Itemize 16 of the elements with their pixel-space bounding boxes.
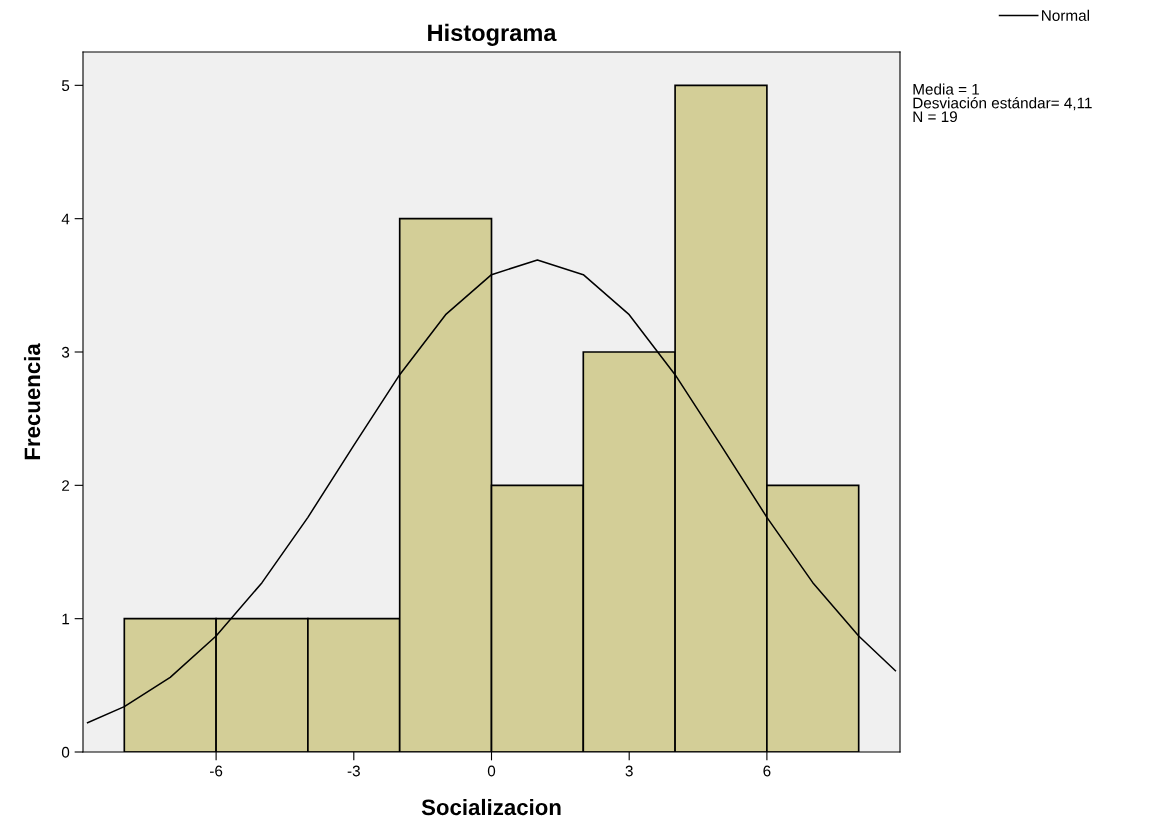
x-tick-label: -3: [347, 765, 360, 777]
y-tick-label: 3: [61, 346, 70, 358]
x-tick-label: 3: [625, 765, 633, 777]
y-tick-label: 2: [62, 480, 70, 491]
y-tick-label: 5: [61, 80, 70, 92]
x-tick-label: 6: [763, 765, 771, 777]
text: Media = 1 Desviación estándar= 4,11 N = 19: [913, 83, 1092, 123]
x-tick-label: 0: [487, 765, 496, 777]
chart-title: Histograma: [428, 23, 557, 46]
y-tick-label: 0: [61, 746, 70, 758]
y-axis-title: Frecuencia: [23, 343, 41, 460]
x-axis-title: Socializacion: [421, 798, 561, 816]
x-tick-label: -6: [209, 765, 223, 777]
y-tick-label: 1: [62, 613, 70, 625]
y-tick-label: 4: [61, 213, 70, 225]
legend-label: Normal: [1042, 9, 1089, 21]
